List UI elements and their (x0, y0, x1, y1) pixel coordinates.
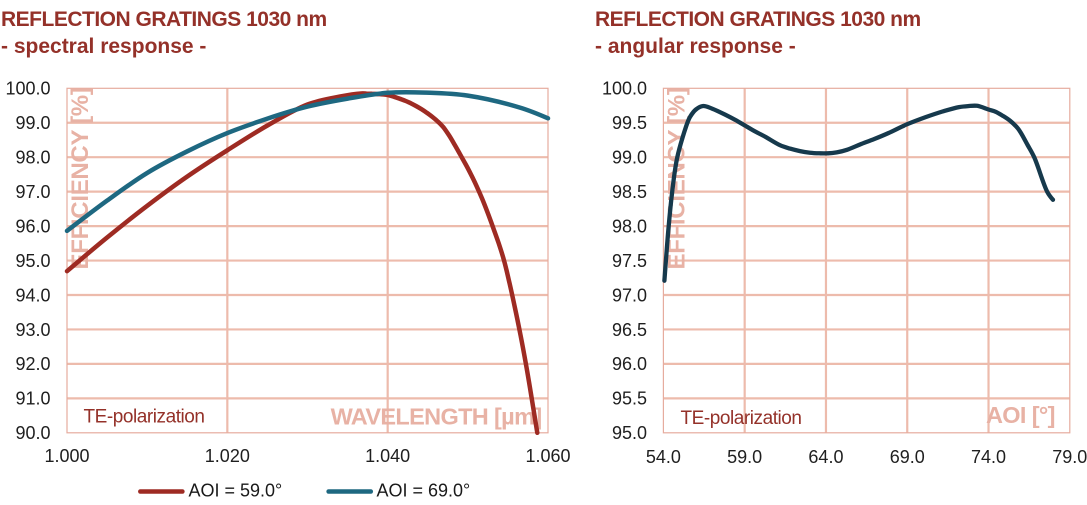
svg-text:95.0: 95.0 (612, 423, 647, 443)
svg-text:AOI = 59.0°: AOI = 59.0° (189, 480, 283, 500)
svg-text:100.0: 100.0 (602, 79, 647, 99)
svg-text:96.0: 96.0 (612, 354, 647, 374)
svg-text:98.0: 98.0 (612, 216, 647, 236)
svg-text:97.0: 97.0 (612, 285, 647, 305)
svg-text:EFFICIENCY [%]: EFFICIENCY [%] (67, 87, 94, 269)
svg-text:1.060: 1.060 (525, 446, 570, 466)
svg-text:93.0: 93.0 (15, 320, 50, 340)
svg-text:74.0: 74.0 (971, 447, 1006, 467)
svg-text:98.0: 98.0 (15, 148, 50, 168)
svg-text:AOI = 69.0°: AOI = 69.0° (377, 480, 471, 500)
svg-text:96.5: 96.5 (612, 320, 647, 340)
svg-text:96.0: 96.0 (15, 216, 50, 236)
svg-text:95.5: 95.5 (612, 389, 647, 409)
svg-text:99.0: 99.0 (15, 113, 50, 133)
svg-text:69.0: 69.0 (890, 447, 925, 467)
svg-text:1.040: 1.040 (365, 446, 410, 466)
svg-text:98.5: 98.5 (612, 182, 647, 202)
svg-text:94.0: 94.0 (15, 285, 50, 305)
svg-text:54.0: 54.0 (646, 447, 681, 467)
svg-text:- angular response -: - angular response - (595, 35, 796, 58)
svg-text:91.0: 91.0 (15, 389, 50, 409)
svg-text:TE-polarization: TE-polarization (681, 408, 802, 429)
svg-text:REFLECTION GRATINGS 1030 nm: REFLECTION GRATINGS 1030 nm (1, 8, 327, 31)
svg-text:95.0: 95.0 (15, 251, 50, 271)
svg-text:AOI [°]: AOI [°] (986, 402, 1055, 428)
svg-text:99.0: 99.0 (612, 148, 647, 168)
svg-text:97.5: 97.5 (612, 251, 647, 271)
svg-text:100.0: 100.0 (5, 79, 50, 99)
svg-text:1.020: 1.020 (205, 446, 250, 466)
svg-text:92.0: 92.0 (15, 354, 50, 374)
svg-text:90.0: 90.0 (15, 423, 50, 443)
svg-text:REFLECTION GRATINGS 1030 nm: REFLECTION GRATINGS 1030 nm (595, 8, 921, 31)
svg-text:64.0: 64.0 (808, 447, 843, 467)
svg-text:- spectral response -: - spectral response - (1, 35, 206, 58)
svg-text:WAVELENGTH [µm]: WAVELENGTH [µm] (331, 404, 542, 430)
svg-text:97.0: 97.0 (15, 182, 50, 202)
svg-text:59.0: 59.0 (727, 447, 762, 467)
svg-text:99.5: 99.5 (612, 113, 647, 133)
svg-text:TE-polarization: TE-polarization (84, 407, 205, 428)
svg-text:1.000: 1.000 (44, 446, 89, 466)
svg-text:79.0: 79.0 (1052, 447, 1087, 467)
